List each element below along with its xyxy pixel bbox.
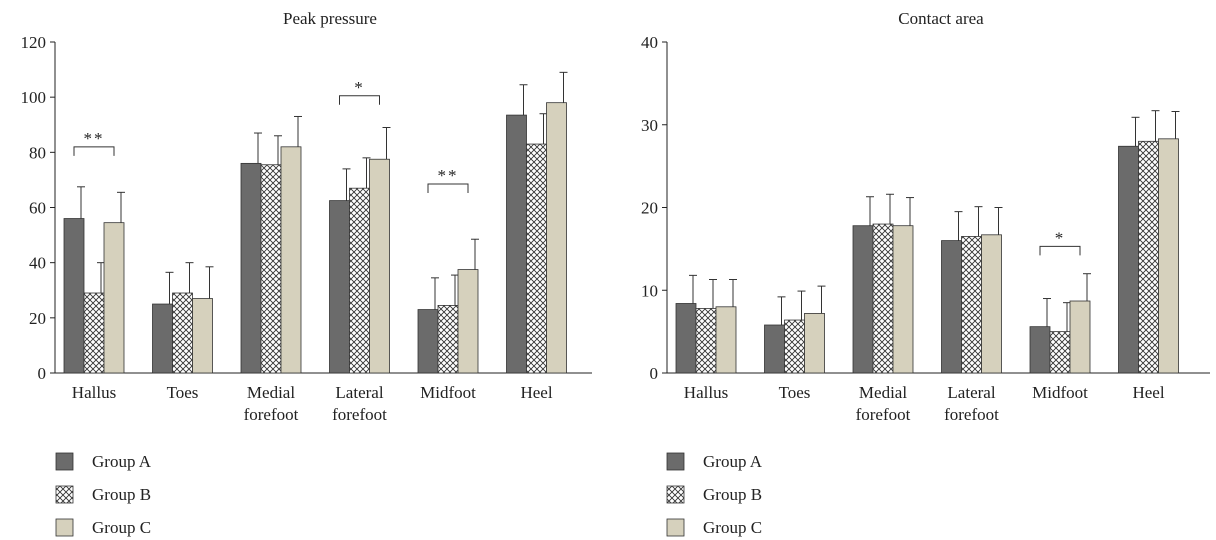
x-tick-label: Toes bbox=[779, 383, 811, 402]
legend-swatch-group-a bbox=[666, 452, 685, 471]
bar-group-b bbox=[961, 236, 982, 374]
bar-group-b bbox=[784, 319, 805, 374]
x-tick-label: Medial bbox=[247, 383, 295, 402]
x-tick-label: forefoot bbox=[856, 405, 911, 424]
bar-group-c bbox=[892, 225, 914, 374]
bar-group-c bbox=[804, 313, 825, 374]
y-tick-label: 20 bbox=[29, 309, 46, 328]
x-tick-label: Midfoot bbox=[1032, 383, 1088, 402]
bar-group-b bbox=[349, 187, 370, 374]
legend-swatch-group-b bbox=[55, 485, 74, 504]
x-tick-label: Heel bbox=[1132, 383, 1164, 402]
legend-swatch-group-a bbox=[55, 452, 74, 471]
bar-group-b bbox=[695, 308, 717, 374]
legend-label: Group A bbox=[703, 452, 763, 471]
bar-group-b bbox=[260, 164, 282, 374]
y-tick-label: 60 bbox=[29, 199, 46, 218]
x-tick-label: Midfoot bbox=[420, 383, 476, 402]
x-tick-label: Medial bbox=[859, 383, 907, 402]
bar-group-c bbox=[981, 234, 1002, 374]
x-tick-label: Hallus bbox=[72, 383, 116, 402]
significance-bracket bbox=[1039, 245, 1081, 256]
legend-label: Group A bbox=[92, 452, 152, 471]
bar-group-b bbox=[526, 143, 547, 374]
significance-label: ** bbox=[84, 129, 105, 148]
bar-group-c bbox=[546, 102, 567, 374]
significance-bracket bbox=[427, 183, 469, 194]
bar-group-a bbox=[675, 303, 697, 374]
bar-group-c bbox=[103, 222, 125, 374]
y-tick-label: 40 bbox=[29, 254, 46, 273]
legend-label: Group C bbox=[703, 518, 762, 537]
legend-swatch-group-b bbox=[666, 485, 685, 504]
bar-group-c bbox=[457, 269, 479, 374]
chart-title: Contact area bbox=[898, 9, 984, 28]
y-tick-label: 10 bbox=[641, 281, 658, 300]
chart-title: Peak pressure bbox=[283, 9, 377, 28]
significance-label: * bbox=[354, 78, 365, 97]
bar-group-c bbox=[1158, 138, 1179, 374]
x-tick-label: forefoot bbox=[944, 405, 999, 424]
bar-group-c bbox=[1069, 300, 1091, 374]
x-tick-label: Lateral bbox=[947, 383, 995, 402]
x-tick-label: forefoot bbox=[332, 405, 387, 424]
significance-label: * bbox=[1055, 228, 1066, 247]
y-tick-label: 100 bbox=[21, 88, 47, 107]
bar-group-a bbox=[1029, 326, 1051, 374]
peak-pressure-panel: Peak pressure 0 20 40 60 80 100 120 Hallus Toes Me… bbox=[21, 9, 592, 537]
bar-group-b bbox=[872, 223, 894, 374]
legend-label: Group B bbox=[703, 485, 762, 504]
legend-swatch-group-c bbox=[55, 518, 74, 537]
x-tick-label: Lateral bbox=[335, 383, 383, 402]
bar-group-a bbox=[63, 218, 85, 374]
legend-label: Group B bbox=[92, 485, 151, 504]
y-tick-label: 0 bbox=[38, 364, 47, 383]
bar-group-a bbox=[417, 309, 439, 374]
y-tick-label: 0 bbox=[650, 364, 659, 383]
x-tick-label: Heel bbox=[520, 383, 552, 402]
legend-label: Group C bbox=[92, 518, 151, 537]
bar-group-a bbox=[506, 114, 527, 374]
bar-group-a bbox=[1118, 145, 1139, 374]
bar-group-a bbox=[152, 303, 173, 374]
significance-bracket bbox=[73, 146, 115, 156]
bar-group-a bbox=[329, 200, 350, 374]
bar-group-b bbox=[172, 292, 193, 374]
bar-group-a bbox=[941, 240, 962, 374]
y-tick-label: 120 bbox=[21, 33, 47, 52]
y-tick-label: 80 bbox=[29, 143, 46, 162]
x-tick-label: Hallus bbox=[684, 383, 728, 402]
legend-swatch-group-c bbox=[666, 518, 685, 537]
bar-group-c bbox=[192, 298, 213, 374]
bar-group-a bbox=[240, 162, 262, 374]
y-tick-label: 30 bbox=[641, 116, 658, 135]
bar-group-a bbox=[852, 225, 874, 374]
y-tick-label: 40 bbox=[641, 33, 658, 52]
significance-label: ** bbox=[438, 166, 459, 185]
significance-bracket bbox=[339, 95, 380, 105]
bar-group-b bbox=[83, 292, 105, 374]
contact-area-panel: Contact area 0 10 20 30 40 Hallus Toes Medial for… bbox=[641, 9, 1210, 537]
bar-group-a bbox=[764, 324, 785, 374]
bar-group-b bbox=[1138, 140, 1159, 374]
bar-group-c bbox=[280, 146, 302, 374]
bar-group-b bbox=[437, 305, 459, 374]
y-tick-label: 20 bbox=[641, 199, 658, 218]
bar-group-b bbox=[1049, 331, 1071, 374]
bar-group-c bbox=[715, 306, 737, 374]
x-tick-label: forefoot bbox=[244, 405, 299, 424]
x-tick-label: Toes bbox=[167, 383, 199, 402]
bar-group-c bbox=[369, 158, 390, 374]
